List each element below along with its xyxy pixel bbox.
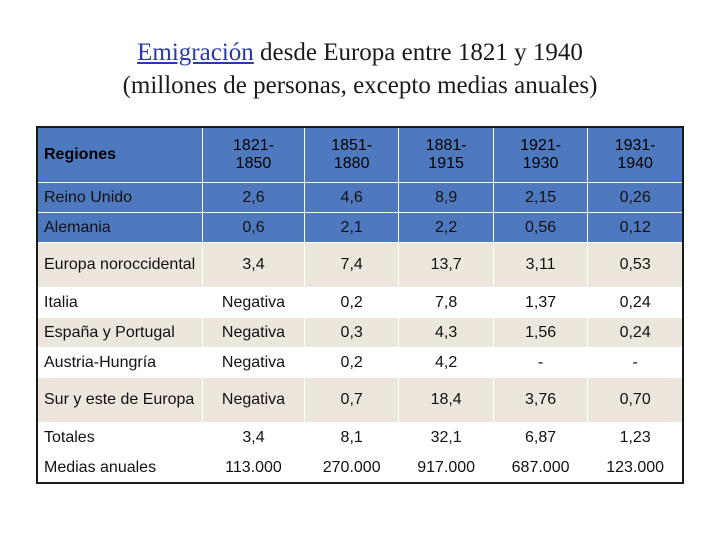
header-row: Regiones 1821- 1850 1851- 1880 1881- 1915 1… [37,127,684,183]
emigration-table: Regiones 1821- 1850 1851- 1880 1881- 1915 1… [36,126,684,484]
row-region: Italia [37,287,203,318]
cell-value: 123.000 [587,452,684,484]
cell-value: 687.000 [493,452,589,484]
cell-value: - [587,347,684,378]
cell-value: 3,4 [202,242,305,288]
cell-value: 0,24 [587,317,684,348]
cell-value: 0,7 [304,377,400,423]
cell-value: 3,4 [202,422,305,453]
cell-value: 4,2 [398,347,494,378]
cell-value: Negativa [202,377,305,423]
header-period: 1881- 1915 [398,127,494,183]
header-regions: Regiones [37,127,203,183]
table-row: Austria-Hungría Negativa 0,2 4,2 - - [37,347,684,378]
cell-value: 2,15 [493,182,589,213]
cell-value: 32,1 [398,422,494,453]
title-line-2: (millones de personas, excepto medias an… [122,72,598,99]
row-region: Medias anuales [37,452,203,484]
row-region: España y Portugal [37,317,203,348]
row-region: Austria-Hungría [37,347,203,378]
table-row: Reino Unido 2,6 4,6 8,9 2,15 0,26 [37,182,684,213]
row-region: Alemania [37,212,203,243]
table-row: Alemania 0,6 2,1 2,2 0,56 0,12 [37,212,684,243]
cell-value: 8,9 [398,182,494,213]
title-line-1: Emigración desde Europa entre 1821 y 194… [0,36,720,69]
row-region: Europa noroccidental [37,242,203,288]
cell-value: 0,70 [587,377,684,423]
cell-value: 8,1 [304,422,400,453]
row-region: Sur y este de Europa [37,377,203,423]
cell-value: 0,2 [304,287,400,318]
header-period: 1851- 1880 [304,127,400,183]
cell-value: 0,24 [587,287,684,318]
cell-value: 2,6 [202,182,305,213]
cell-value: Negativa [202,287,305,318]
cell-value: 917.000 [398,452,494,484]
cell-value: 13,7 [398,242,494,288]
cell-value: 7,4 [304,242,400,288]
table-row: Medias anuales 113.000 270.000 917.000 6… [37,452,684,484]
cell-value: 0,6 [202,212,305,243]
cell-value: - [493,347,589,378]
cell-value: 1,37 [493,287,589,318]
cell-value: 1,23 [587,422,684,453]
cell-value: 3,76 [493,377,589,423]
header-period: 1931- 1940 [587,127,684,183]
title-line-1-text: desde Europa entre 1821 y 1940 [253,39,583,66]
cell-value: 18,4 [398,377,494,423]
cell-value: 1,56 [493,317,589,348]
table-row: Totales 3,4 8,1 32,1 6,87 1,23 [37,422,684,453]
cell-value: 113.000 [202,452,305,484]
cell-value: 0,53 [587,242,684,288]
table-row: Italia Negativa 0,2 7,8 1,37 0,24 [37,287,684,318]
row-region: Totales [37,422,203,453]
cell-value: 3,11 [493,242,589,288]
cell-value: 2,2 [398,212,494,243]
cell-value: 4,6 [304,182,400,213]
cell-value: Negativa [202,347,305,378]
cell-value: 0,3 [304,317,400,348]
cell-value: 270.000 [304,452,400,484]
table-row: Sur y este de Europa Negativa 0,7 18,4 3… [37,377,684,423]
title-link[interactable]: Emigración [137,39,254,66]
cell-value: 0,56 [493,212,589,243]
table-row: Europa noroccidental 3,4 7,4 13,7 3,11 0… [37,242,684,288]
cell-value: 6,87 [493,422,589,453]
row-region: Reino Unido [37,182,203,213]
cell-value: 0,26 [587,182,684,213]
cell-value: Negativa [202,317,305,348]
cell-value: 2,1 [304,212,400,243]
cell-value: 0,2 [304,347,400,378]
cell-value: 0,12 [587,212,684,243]
cell-value: 4,3 [398,317,494,348]
header-period: 1921- 1930 [493,127,589,183]
header-period: 1821- 1850 [202,127,305,183]
slide-title: Emigración desde Europa entre 1821 y 194… [0,36,720,102]
cell-value: 7,8 [398,287,494,318]
table-row: España y Portugal Negativa 0,3 4,3 1,56 … [37,317,684,348]
